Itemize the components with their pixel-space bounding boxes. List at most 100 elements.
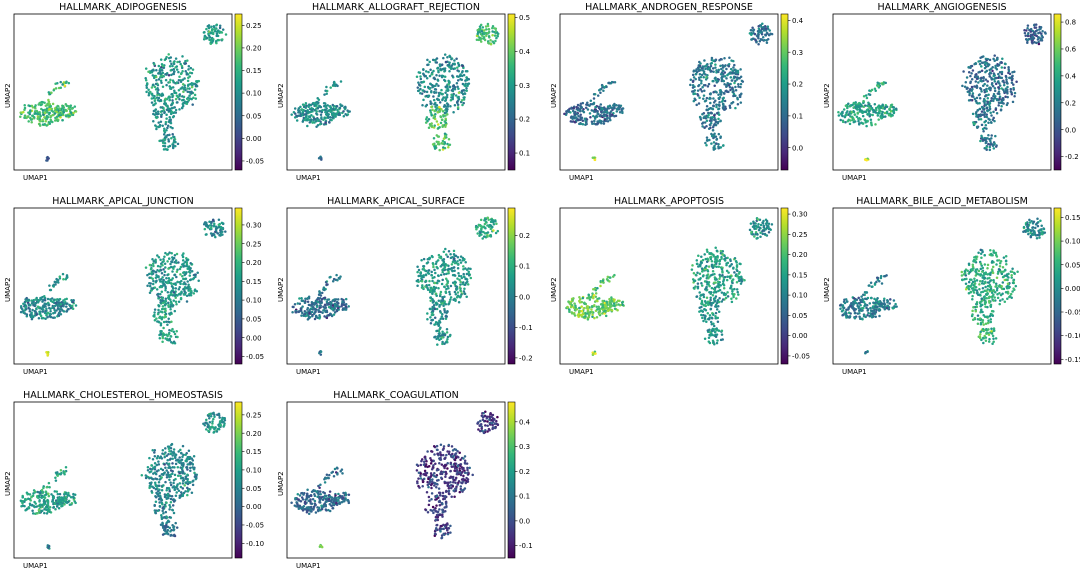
umap-point	[701, 125, 704, 128]
umap-point	[735, 288, 739, 291]
umap-point	[441, 139, 445, 143]
umap-point	[192, 96, 195, 99]
umap-point	[167, 56, 171, 60]
umap-point	[167, 74, 171, 77]
umap-point	[220, 221, 224, 225]
umap-point	[762, 29, 766, 32]
umap-point	[447, 250, 451, 253]
umap-point	[334, 115, 337, 118]
umap-point	[446, 113, 449, 116]
umap-point	[147, 88, 150, 91]
umap-point	[445, 272, 448, 276]
umap-point	[203, 31, 206, 34]
umap-point	[721, 75, 724, 78]
umap-point	[57, 281, 60, 284]
umap-point	[465, 89, 468, 92]
umap-point	[184, 277, 188, 280]
umap-point	[440, 282, 444, 286]
umap-point	[320, 116, 323, 119]
umap-point	[438, 309, 442, 313]
umap-point	[184, 59, 187, 63]
umap-point	[301, 120, 305, 123]
umap-point	[994, 64, 997, 68]
umap-point	[1000, 61, 1003, 64]
umap-point	[69, 306, 73, 310]
umap-point	[152, 74, 156, 78]
umap-point	[461, 282, 465, 286]
umap-point	[702, 314, 705, 317]
plot-frame	[559, 207, 779, 365]
umap-point	[997, 72, 1000, 76]
umap-point	[165, 117, 168, 120]
umap-point	[72, 299, 75, 302]
umap-point	[464, 277, 467, 281]
umap-point	[462, 73, 466, 77]
umap-point	[160, 299, 164, 302]
umap-point	[966, 86, 969, 90]
umap-point	[49, 299, 53, 303]
umap-point	[700, 305, 703, 309]
umap-point	[419, 92, 422, 95]
umap-point	[71, 304, 74, 308]
umap-point	[691, 80, 695, 84]
umap-point	[735, 78, 739, 81]
umap-point	[876, 81, 879, 84]
umap-point	[322, 101, 326, 105]
umap-point	[440, 334, 444, 337]
umap-point	[469, 267, 472, 271]
umap-point	[422, 274, 425, 277]
umap-point	[722, 96, 725, 100]
umap-point	[620, 108, 623, 111]
umap-point	[441, 295, 444, 299]
umap-point	[725, 278, 729, 282]
umap-point	[176, 101, 179, 104]
umap-point	[175, 330, 178, 333]
umap-point	[170, 110, 174, 114]
umap-point	[874, 123, 877, 126]
umap-point	[175, 65, 179, 68]
umap-point	[181, 102, 185, 106]
umap-point	[1029, 33, 1033, 37]
umap-point	[305, 104, 308, 108]
umap-point	[163, 273, 166, 277]
umap-point	[452, 252, 456, 256]
umap-point	[861, 122, 864, 125]
umap-point	[27, 298, 31, 302]
colorbar-tick-label: 0.4	[519, 48, 531, 56]
umap-point	[430, 313, 434, 317]
umap-panel: HALLMARK_ANDROGEN_RESPONSEUMAP1UMAP20.40…	[550, 2, 804, 182]
umap-point	[716, 255, 719, 258]
umap-point	[171, 95, 174, 99]
umap-point	[144, 266, 148, 269]
umap-point	[723, 92, 726, 95]
umap-point	[35, 307, 38, 311]
umap-point	[988, 103, 991, 106]
umap-point	[715, 69, 718, 72]
umap-point	[173, 261, 176, 264]
umap-panel: HALLMARK_ANGIOGENESISUMAP1UMAP20.80.60.4…	[823, 2, 1079, 182]
umap-point	[752, 37, 755, 40]
umap-point	[47, 304, 50, 307]
umap-point	[715, 112, 719, 115]
umap-point	[700, 284, 704, 287]
umap-point	[997, 80, 1000, 83]
umap-point	[446, 108, 449, 111]
umap-point	[425, 261, 429, 265]
umap-point	[65, 310, 69, 313]
umap-point	[723, 64, 726, 68]
umap-point	[51, 306, 54, 309]
umap-point	[857, 105, 861, 108]
umap-point	[171, 86, 175, 89]
umap-point	[710, 56, 714, 60]
umap-point	[705, 320, 708, 323]
umap-point	[718, 259, 722, 263]
umap-point	[346, 109, 349, 112]
umap-point	[565, 110, 568, 113]
umap-point	[224, 230, 227, 233]
umap-point	[43, 298, 47, 302]
umap-point	[319, 350, 323, 354]
umap-point	[1002, 83, 1006, 87]
umap-point	[181, 78, 185, 81]
umap-point	[484, 227, 487, 230]
umap-point	[304, 102, 308, 105]
